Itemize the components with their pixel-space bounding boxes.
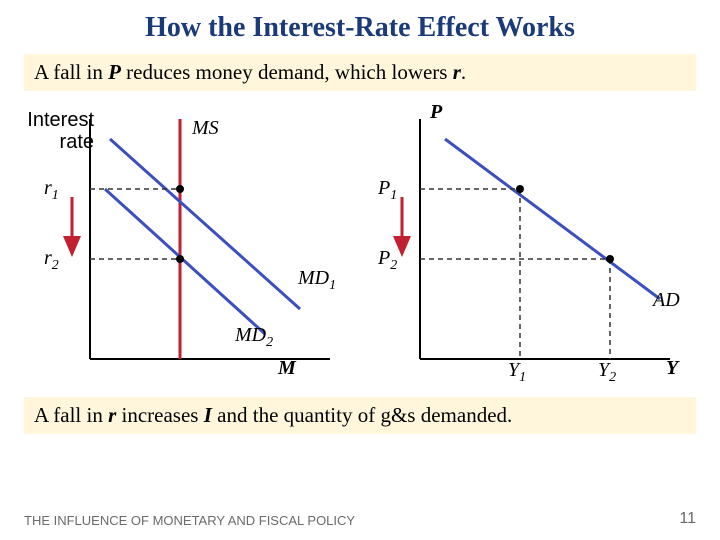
right-chart: P P1 P2 AD Y1 Y2 Y [370,99,690,389]
left-x-axis-label: M [278,357,296,380]
y2-label: Y2 [598,359,616,386]
subtitle-t1: A fall in [34,60,108,84]
r1-label: r1 [44,177,59,204]
subtitle-box: A fall in P reduces money demand, which … [24,54,696,91]
ms-label: MS [192,117,219,140]
right-x-axis-label: Y [666,357,678,380]
source-text: THE INFLUENCE OF MONETARY AND FISCAL POL… [24,513,355,528]
footer-t3: and the quantity of g&s demanded. [212,403,512,427]
footer-I: I [204,403,212,427]
y1-label: Y1 [508,359,526,386]
p1-label: P1 [378,177,397,204]
left-y-axis-label: Interest rate [24,109,94,153]
right-chart-svg [370,99,690,389]
charts-row: Interest rate MS [24,99,696,389]
page-title: How the Interest-Rate Effect Works [24,12,696,44]
p2-label: P2 [378,247,397,274]
footer-box: A fall in r increases I and the quantity… [24,397,696,434]
ad-label: AD [653,289,680,312]
footer-t2: increases [116,403,203,427]
md2-label: MD2 [235,324,273,351]
subtitle-r: r [453,60,461,84]
bottom-row: THE INFLUENCE OF MONETARY AND FISCAL POL… [24,510,696,528]
left-chart: Interest rate MS [30,99,350,389]
subtitle-P: P [108,60,121,84]
right-y-axis-label: P [430,101,442,124]
footer-t1: A fall in [34,403,108,427]
md1-label: MD1 [298,267,336,294]
subtitle-t3: . [461,60,466,84]
r2-label: r2 [44,247,59,274]
subtitle-t2: reduces money demand, which lowers [121,60,453,84]
page-number: 11 [679,510,696,528]
